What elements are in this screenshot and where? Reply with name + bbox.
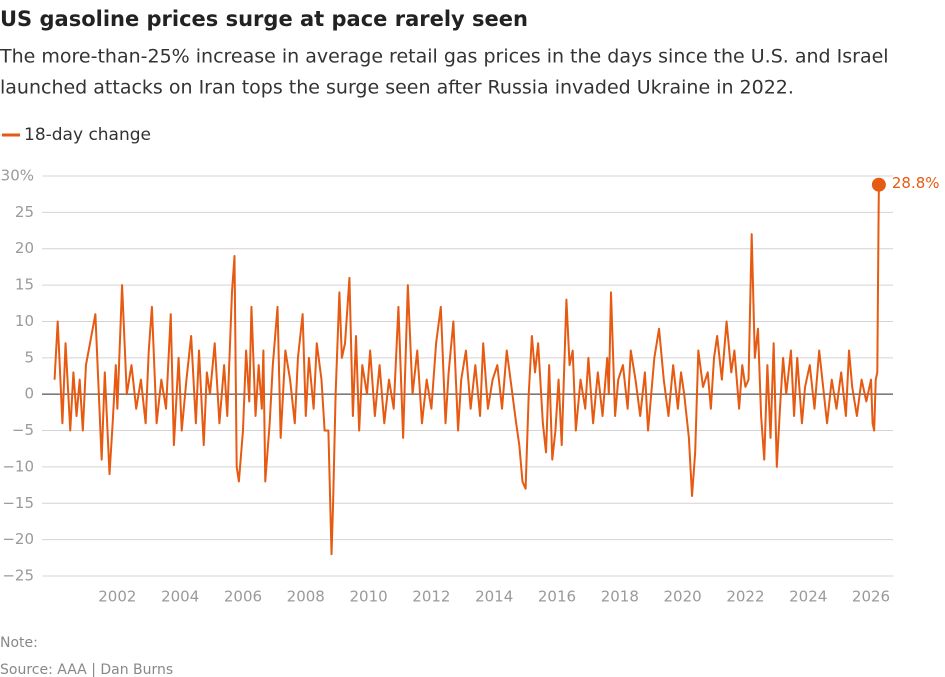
x-tick-label: 2006: [224, 588, 262, 606]
y-tick-label: 10: [15, 312, 34, 330]
chart-subtitle: launched attacks on Iran tops the surge …: [0, 77, 794, 99]
x-tick-label: 2012: [412, 588, 450, 606]
x-tick-label: 2026: [852, 588, 890, 606]
x-tick-label: 2024: [789, 588, 827, 606]
y-tick-label: 25: [15, 203, 34, 221]
y-tick-label: 0: [24, 385, 34, 403]
chart-title: US gasoline prices surge at pace rarely …: [0, 7, 528, 31]
x-tick-label: 2022: [726, 588, 764, 606]
note: Note:: [0, 635, 38, 651]
y-tick-label: 20: [15, 239, 34, 257]
x-tick-label: 2008: [287, 588, 325, 606]
y-tick-label: −10: [2, 457, 34, 475]
y-tick-label: −15: [2, 494, 34, 512]
y-tick-label: 5: [24, 348, 34, 366]
x-tick-label: 2018: [601, 588, 639, 606]
x-tick-label: 2010: [349, 588, 387, 606]
y-tick-label: 15: [15, 276, 34, 294]
legend-label: 18-day change: [24, 125, 151, 145]
x-tick-label: 2004: [161, 588, 199, 606]
end-point: [871, 177, 886, 192]
line-series: [53, 184, 880, 556]
chart-subtitle: The more-than-25% increase in average re…: [0, 46, 889, 68]
y-tick-label: −20: [2, 530, 34, 548]
y-tick-label: −5: [12, 421, 34, 439]
x-tick-label: 2016: [538, 588, 576, 606]
x-tick-label: 2002: [98, 588, 136, 606]
y-tick-label: −25: [2, 567, 34, 585]
y-tick-label: 30%: [1, 167, 34, 185]
end-label: 28.8%: [892, 174, 940, 192]
x-tick-label: 2020: [664, 588, 702, 606]
source: Source: AAA | Dan Burns: [0, 662, 173, 677]
x-tick-label: 2014: [475, 588, 513, 606]
